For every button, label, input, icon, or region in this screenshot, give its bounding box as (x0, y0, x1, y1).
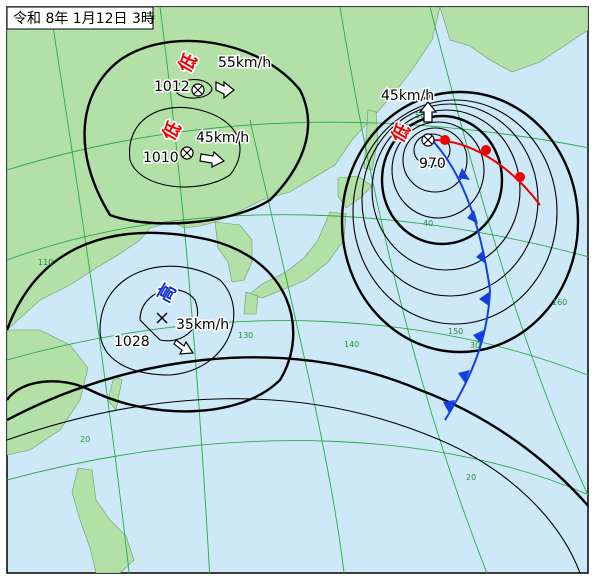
grid-label: 110 (38, 258, 53, 267)
grid-label: 40 (423, 219, 433, 228)
philippines (71, 467, 135, 573)
grid-label: 140 (344, 340, 359, 349)
grid-label: 130 (238, 331, 253, 340)
warm-front-marks (440, 135, 525, 182)
markers-and-arrows (156, 80, 438, 355)
system-pressure: 1010 (143, 150, 179, 166)
cold-front (431, 139, 492, 421)
grid-label: 20 (466, 473, 476, 482)
cold-front-marks (443, 168, 489, 413)
northeast-land (439, 7, 588, 73)
title-box (6, 6, 154, 30)
grid-label: 160 (552, 298, 567, 307)
grid-label: 20 (80, 435, 90, 444)
system-speed: 35km/h (176, 317, 229, 333)
grid-label: 50 (415, 111, 425, 120)
grid-labels: 110 130 140 150 160 50 40 30 20 20 (38, 111, 567, 482)
kyushu (243, 291, 259, 315)
graticule (7, 7, 588, 573)
grid-label: 30 (470, 341, 480, 350)
system-speed: 45km/h (196, 130, 249, 146)
system-pressure: 1012 (154, 79, 190, 95)
grid-label: 150 (448, 327, 463, 336)
system-speed: 45km/h (381, 88, 434, 104)
system-pressure: 1028 (114, 334, 150, 350)
title: 令和 8年 1月12日 3時 (13, 11, 155, 27)
system-pressure: 970 (419, 156, 446, 172)
korea (214, 221, 253, 283)
china-south (7, 329, 89, 456)
system-speed: 55km/h (218, 55, 271, 71)
